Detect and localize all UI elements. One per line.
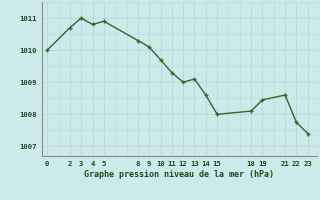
- X-axis label: Graphe pression niveau de la mer (hPa): Graphe pression niveau de la mer (hPa): [84, 170, 274, 179]
